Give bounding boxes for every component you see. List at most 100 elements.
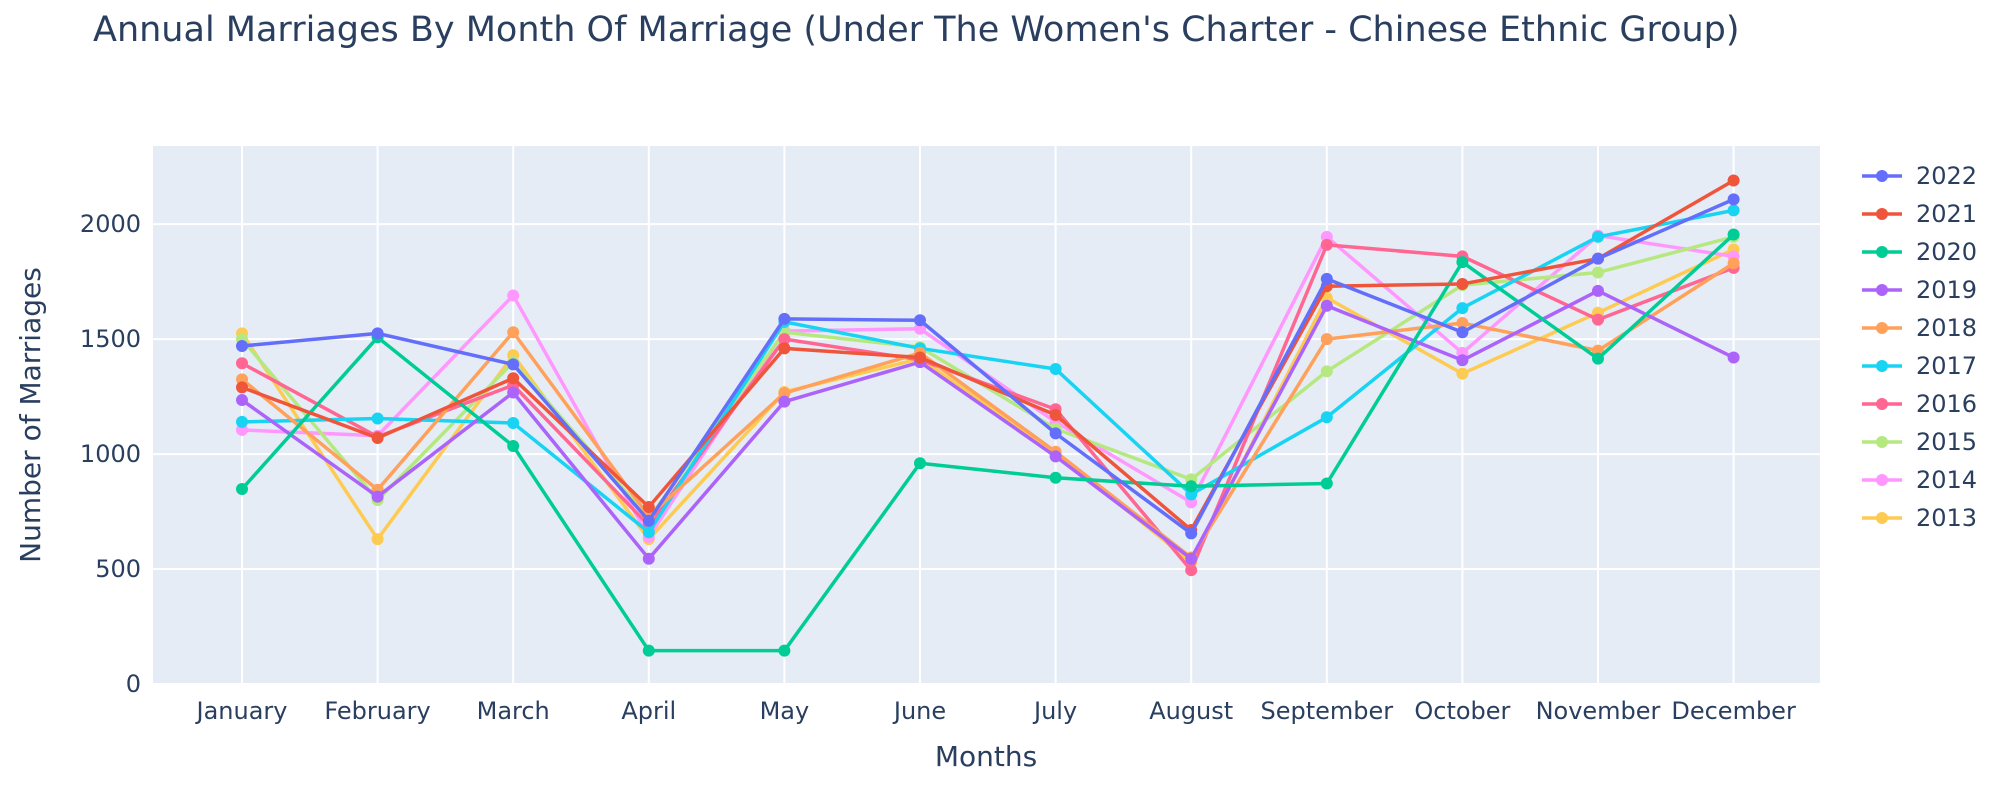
data-point[interactable] — [1320, 477, 1333, 490]
data-point[interactable] — [642, 500, 655, 513]
legend-label: 2018 — [1916, 314, 1977, 342]
data-point[interactable] — [1592, 266, 1604, 279]
data-point[interactable] — [236, 394, 248, 407]
data-point[interactable] — [778, 387, 791, 400]
data-point[interactable] — [1456, 317, 1469, 330]
data-point[interactable] — [642, 644, 655, 657]
data-point[interactable] — [642, 514, 655, 527]
data-point[interactable] — [778, 312, 791, 325]
data-point[interactable] — [1727, 204, 1740, 217]
data-point[interactable] — [914, 314, 926, 327]
legend-item-2022[interactable]: 2022 — [1862, 162, 1977, 190]
data-point[interactable] — [778, 342, 791, 355]
x-tick-label: November — [1536, 697, 1661, 725]
data-point[interactable] — [1185, 564, 1198, 577]
data-point[interactable] — [371, 490, 384, 503]
legend-item-2021[interactable]: 2021 — [1862, 200, 1977, 228]
series-2021 — [236, 174, 1740, 536]
legend-item-2013[interactable]: 2013 — [1862, 504, 1977, 532]
data-point[interactable] — [914, 457, 926, 470]
data-point[interactable] — [507, 386, 520, 399]
data-point[interactable] — [1456, 367, 1469, 380]
data-point[interactable] — [371, 412, 384, 425]
data-point[interactable] — [371, 327, 384, 340]
data-point[interactable] — [1456, 354, 1469, 367]
data-point[interactable] — [1727, 351, 1740, 364]
data-point[interactable] — [236, 483, 248, 496]
series-2017 — [236, 204, 1740, 539]
legend-marker — [1876, 208, 1888, 220]
series-lines — [236, 174, 1740, 657]
data-point[interactable] — [1592, 352, 1604, 365]
legend-item-2016[interactable]: 2016 — [1862, 390, 1977, 418]
data-point[interactable] — [507, 440, 520, 453]
data-point[interactable] — [507, 417, 520, 430]
legend-marker — [1876, 398, 1888, 410]
legend-item-2020[interactable]: 2020 — [1862, 238, 1977, 266]
legend-item-2014[interactable]: 2014 — [1862, 466, 1977, 494]
y-tick-label: 2000 — [80, 210, 141, 238]
data-point[interactable] — [1727, 174, 1740, 187]
data-point[interactable] — [1049, 450, 1062, 463]
legend-marker — [1876, 246, 1888, 258]
data-point[interactable] — [1727, 193, 1740, 206]
x-tick-label: August — [1149, 697, 1233, 725]
data-point[interactable] — [1592, 252, 1604, 265]
data-point[interactable] — [1049, 427, 1062, 440]
data-point[interactable] — [507, 326, 520, 339]
data-point[interactable] — [1456, 302, 1469, 315]
data-point[interactable] — [236, 340, 248, 353]
data-point[interactable] — [1320, 299, 1333, 312]
data-point[interactable] — [778, 395, 791, 408]
data-point[interactable] — [1592, 284, 1604, 297]
x-tick-label: October — [1414, 697, 1510, 725]
data-point[interactable] — [1185, 552, 1198, 565]
data-point[interactable] — [914, 322, 926, 335]
data-point[interactable] — [1320, 365, 1333, 378]
data-point[interactable] — [1592, 230, 1604, 243]
y-tick-label: 500 — [95, 555, 141, 583]
legend-label: 2020 — [1916, 238, 1977, 266]
legend-item-2018[interactable]: 2018 — [1862, 314, 1977, 342]
legend-marker — [1876, 170, 1888, 182]
data-point[interactable] — [1727, 228, 1740, 241]
data-point[interactable] — [642, 552, 655, 565]
x-tick-label: February — [324, 697, 430, 725]
data-point[interactable] — [1592, 313, 1604, 326]
y-tick-label: 0 — [126, 670, 141, 698]
data-point[interactable] — [1456, 256, 1469, 269]
x-tick-label: April — [621, 697, 676, 725]
data-point[interactable] — [1049, 409, 1062, 421]
legend-item-2017[interactable]: 2017 — [1862, 352, 1977, 380]
data-point[interactable] — [778, 333, 791, 346]
data-point[interactable] — [1320, 272, 1333, 285]
legend-label: 2017 — [1916, 352, 1977, 380]
legend-marker — [1876, 284, 1888, 296]
data-point[interactable] — [914, 351, 926, 364]
data-point[interactable] — [1320, 238, 1333, 251]
data-point[interactable] — [1320, 333, 1333, 346]
data-point[interactable] — [236, 381, 248, 394]
data-point[interactable] — [1456, 326, 1469, 339]
legend-item-2019[interactable]: 2019 — [1862, 276, 1977, 304]
legend-marker — [1876, 512, 1888, 524]
data-point[interactable] — [778, 644, 791, 657]
data-point[interactable] — [371, 431, 384, 444]
legend-label: 2019 — [1916, 276, 1977, 304]
legend[interactable]: 2022 2021 2020 2019 2018 2017 2016 2015 2014 2013 — [1862, 162, 1977, 532]
data-point[interactable] — [1727, 257, 1740, 270]
data-point[interactable] — [1456, 277, 1469, 290]
data-point[interactable] — [1049, 471, 1062, 484]
data-point[interactable] — [507, 289, 520, 302]
data-point[interactable] — [1185, 480, 1198, 493]
data-point[interactable] — [507, 358, 520, 371]
data-point[interactable] — [1320, 411, 1333, 424]
data-point[interactable] — [236, 357, 248, 370]
data-point[interactable] — [507, 372, 520, 385]
data-point[interactable] — [371, 533, 384, 546]
legend-item-2015[interactable]: 2015 — [1862, 428, 1977, 456]
data-point[interactable] — [1185, 527, 1198, 540]
data-point[interactable] — [642, 526, 655, 539]
data-point[interactable] — [1049, 363, 1062, 376]
data-point[interactable] — [236, 415, 248, 428]
